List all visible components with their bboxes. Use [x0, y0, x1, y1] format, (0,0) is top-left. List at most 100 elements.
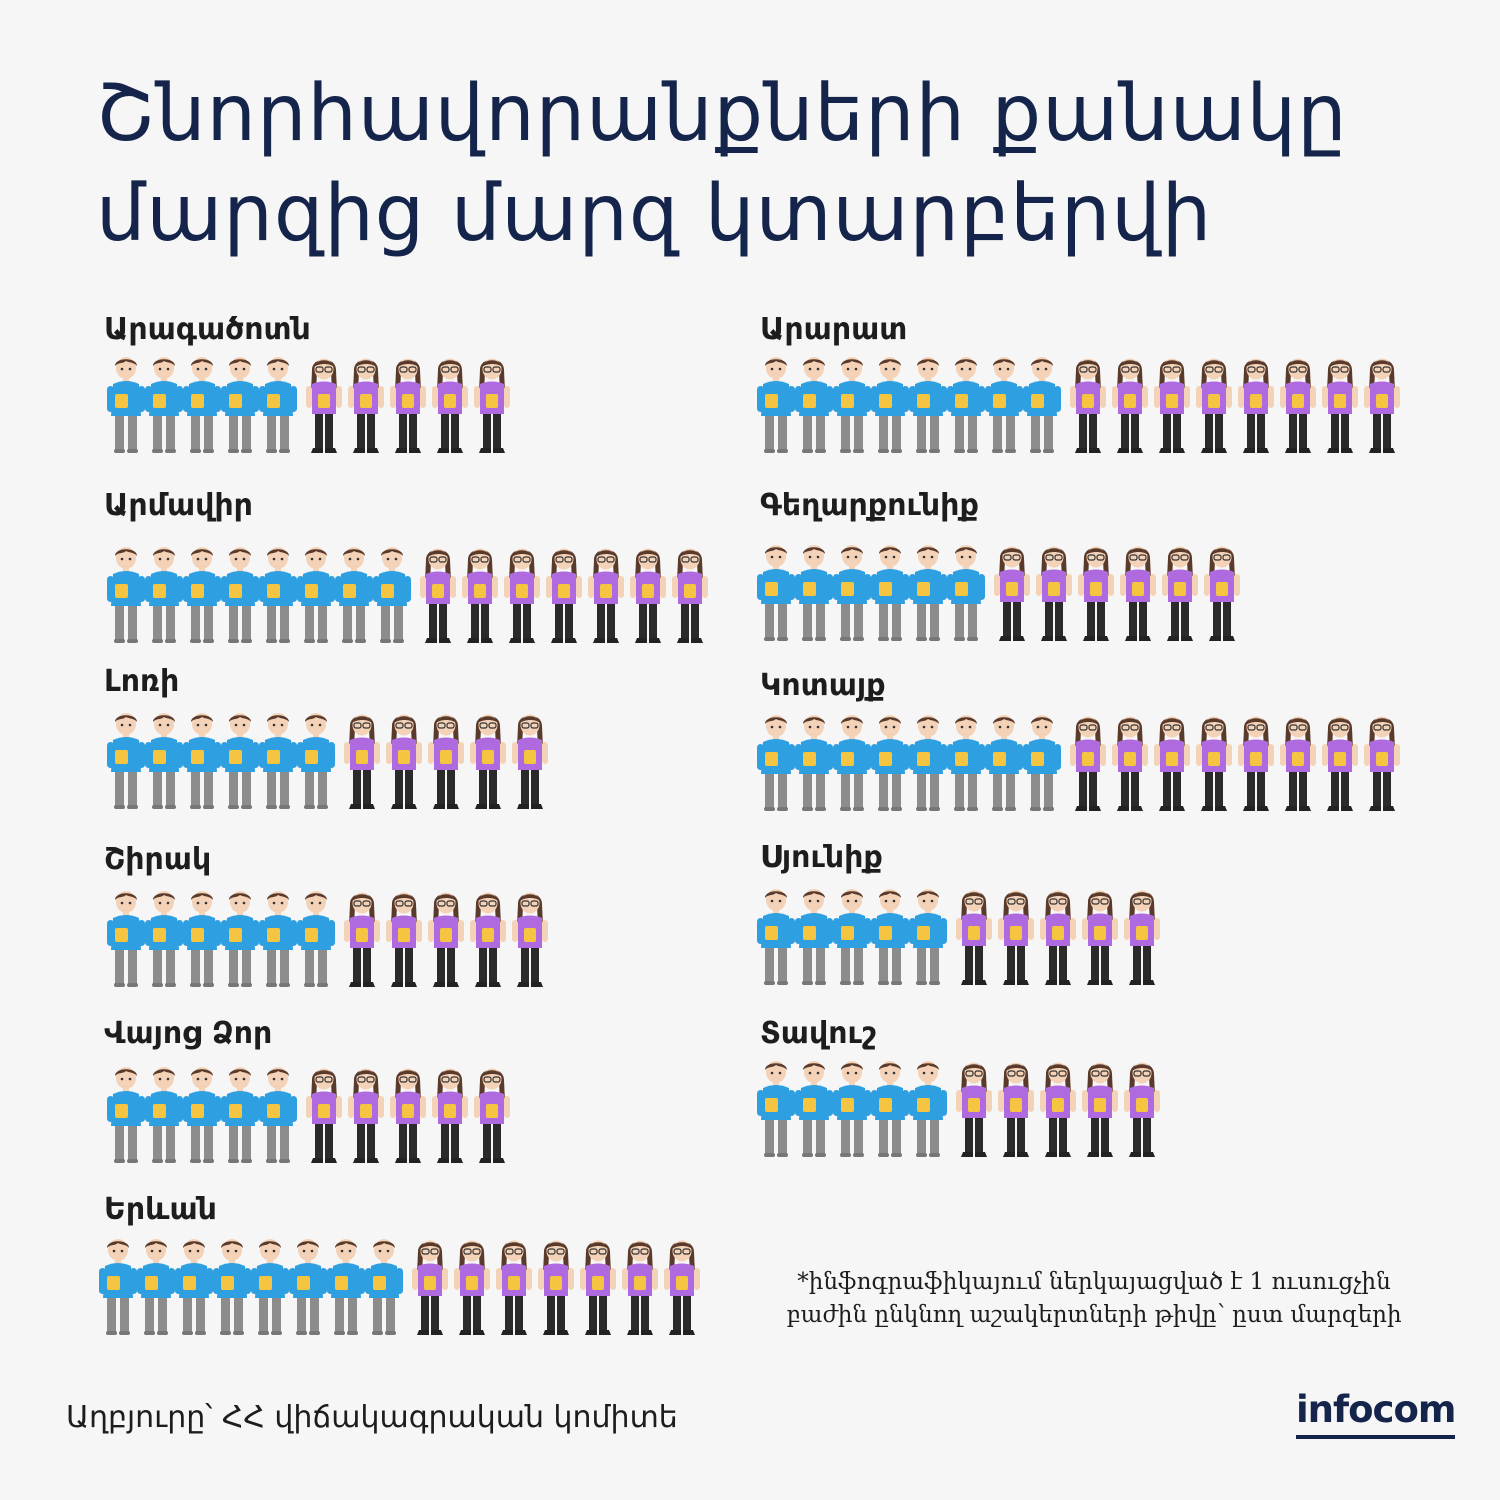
boy-student-icon	[259, 547, 297, 643]
boy-student-icon	[795, 357, 833, 453]
boy-student-icon	[757, 545, 795, 641]
girl-student-icon	[1154, 358, 1190, 453]
girl-student-icon	[998, 890, 1034, 985]
region-name: Արարատ	[760, 312, 908, 347]
boy-student-icon	[183, 891, 221, 987]
girl-student-icon	[1364, 716, 1400, 811]
girl-student-icon	[664, 1240, 700, 1335]
girl-student-icon	[386, 714, 422, 809]
boy-student-icon	[871, 357, 909, 453]
girl-student-icon	[1040, 890, 1076, 985]
boy-student-icon	[757, 889, 795, 985]
girl-student-icon	[344, 714, 380, 809]
region-name: Շիրակ	[104, 842, 212, 877]
girl-student-icon	[1036, 546, 1072, 641]
boy-student-icon	[145, 713, 183, 809]
girl-student-icon	[1204, 546, 1240, 641]
footnote-line-2: բաժին ընկնող աշակերտների թիվը՝ ըստ մարզե…	[786, 1302, 1402, 1328]
girl-student-icon	[1238, 358, 1274, 453]
boy-student-icon	[871, 889, 909, 985]
boy-student-icon	[289, 1239, 327, 1335]
girl-student-icon	[1040, 1062, 1076, 1157]
boy-student-icon	[795, 715, 833, 811]
girl-student-icon	[1364, 358, 1400, 453]
girl-student-icon	[1238, 716, 1274, 811]
girl-student-icon	[1322, 358, 1358, 453]
boy-student-icon	[757, 357, 795, 453]
girl-student-icon	[1082, 1062, 1118, 1157]
girl-student-icon	[428, 714, 464, 809]
boy-student-icon	[107, 713, 145, 809]
girl-student-icon	[462, 548, 498, 643]
girl-student-icon	[390, 358, 426, 453]
boy-student-icon	[175, 1239, 213, 1335]
boy-student-icon	[795, 545, 833, 641]
girl-student-icon	[956, 1062, 992, 1157]
girl-student-icon	[1112, 716, 1148, 811]
boy-student-icon	[909, 715, 947, 811]
boy-student-icon	[259, 891, 297, 987]
boy-student-icon	[833, 715, 871, 811]
boy-student-icon	[871, 715, 909, 811]
footnote-line-1: *ինֆոգրաֆիկայում ներկայացված է 1 ուսուցչ…	[797, 1269, 1391, 1295]
boy-student-icon	[107, 547, 145, 643]
boy-student-icon	[145, 357, 183, 453]
boy-student-icon	[365, 1239, 403, 1335]
girl-student-icon	[546, 548, 582, 643]
boy-student-icon	[909, 545, 947, 641]
boy-student-icon	[757, 1061, 795, 1157]
boy-student-icon	[947, 545, 985, 641]
boy-student-icon	[259, 1067, 297, 1163]
region-name: Սյունիք	[760, 840, 883, 875]
boy-student-icon	[757, 715, 795, 811]
girl-student-icon	[390, 1068, 426, 1163]
boy-student-icon	[795, 1061, 833, 1157]
girl-student-icon	[348, 358, 384, 453]
boy-student-icon	[221, 547, 259, 643]
girl-student-icon	[630, 548, 666, 643]
page-title-line-1: Շնորհավորանքների քանակը	[96, 69, 1348, 159]
region-name: Լոռի	[104, 664, 180, 699]
boy-student-icon	[259, 357, 297, 453]
boy-student-icon	[297, 713, 335, 809]
boy-student-icon	[107, 1067, 145, 1163]
girl-student-icon	[588, 548, 624, 643]
region-name: Երևան	[104, 1192, 217, 1227]
girl-student-icon	[344, 892, 380, 987]
girl-student-icon	[1196, 716, 1232, 811]
boy-student-icon	[251, 1239, 289, 1335]
boy-student-icon	[327, 1239, 365, 1335]
boy-student-icon	[221, 891, 259, 987]
boy-student-icon	[833, 357, 871, 453]
girl-student-icon	[580, 1240, 616, 1335]
boy-student-icon	[909, 1061, 947, 1157]
boy-student-icon	[259, 713, 297, 809]
boy-student-icon	[183, 357, 221, 453]
girl-student-icon	[412, 1240, 448, 1335]
girl-student-icon	[306, 1068, 342, 1163]
boy-student-icon	[947, 715, 985, 811]
girl-student-icon	[1280, 716, 1316, 811]
boy-student-icon	[985, 715, 1023, 811]
girl-student-icon	[474, 1068, 510, 1163]
region-name: Վայոց Ձոր	[104, 1016, 273, 1051]
boy-student-icon	[99, 1239, 137, 1335]
region-name: Արմավիր	[104, 488, 253, 523]
girl-student-icon	[454, 1240, 490, 1335]
girl-student-icon	[420, 548, 456, 643]
girl-student-icon	[1162, 546, 1198, 641]
girl-student-icon	[1120, 546, 1156, 641]
region-name: Գեղարքունիք	[760, 488, 979, 523]
girl-student-icon	[956, 890, 992, 985]
girl-student-icon	[512, 892, 548, 987]
boy-student-icon	[145, 891, 183, 987]
girl-student-icon	[1196, 358, 1232, 453]
girl-student-icon	[386, 892, 422, 987]
boy-student-icon	[833, 889, 871, 985]
boy-student-icon	[373, 547, 411, 643]
girl-student-icon	[1070, 358, 1106, 453]
girl-student-icon	[1280, 358, 1316, 453]
page-title-line-2: մարզից մարզ կտարբերվի	[96, 169, 1213, 259]
boy-student-icon	[221, 357, 259, 453]
girl-student-icon	[432, 358, 468, 453]
